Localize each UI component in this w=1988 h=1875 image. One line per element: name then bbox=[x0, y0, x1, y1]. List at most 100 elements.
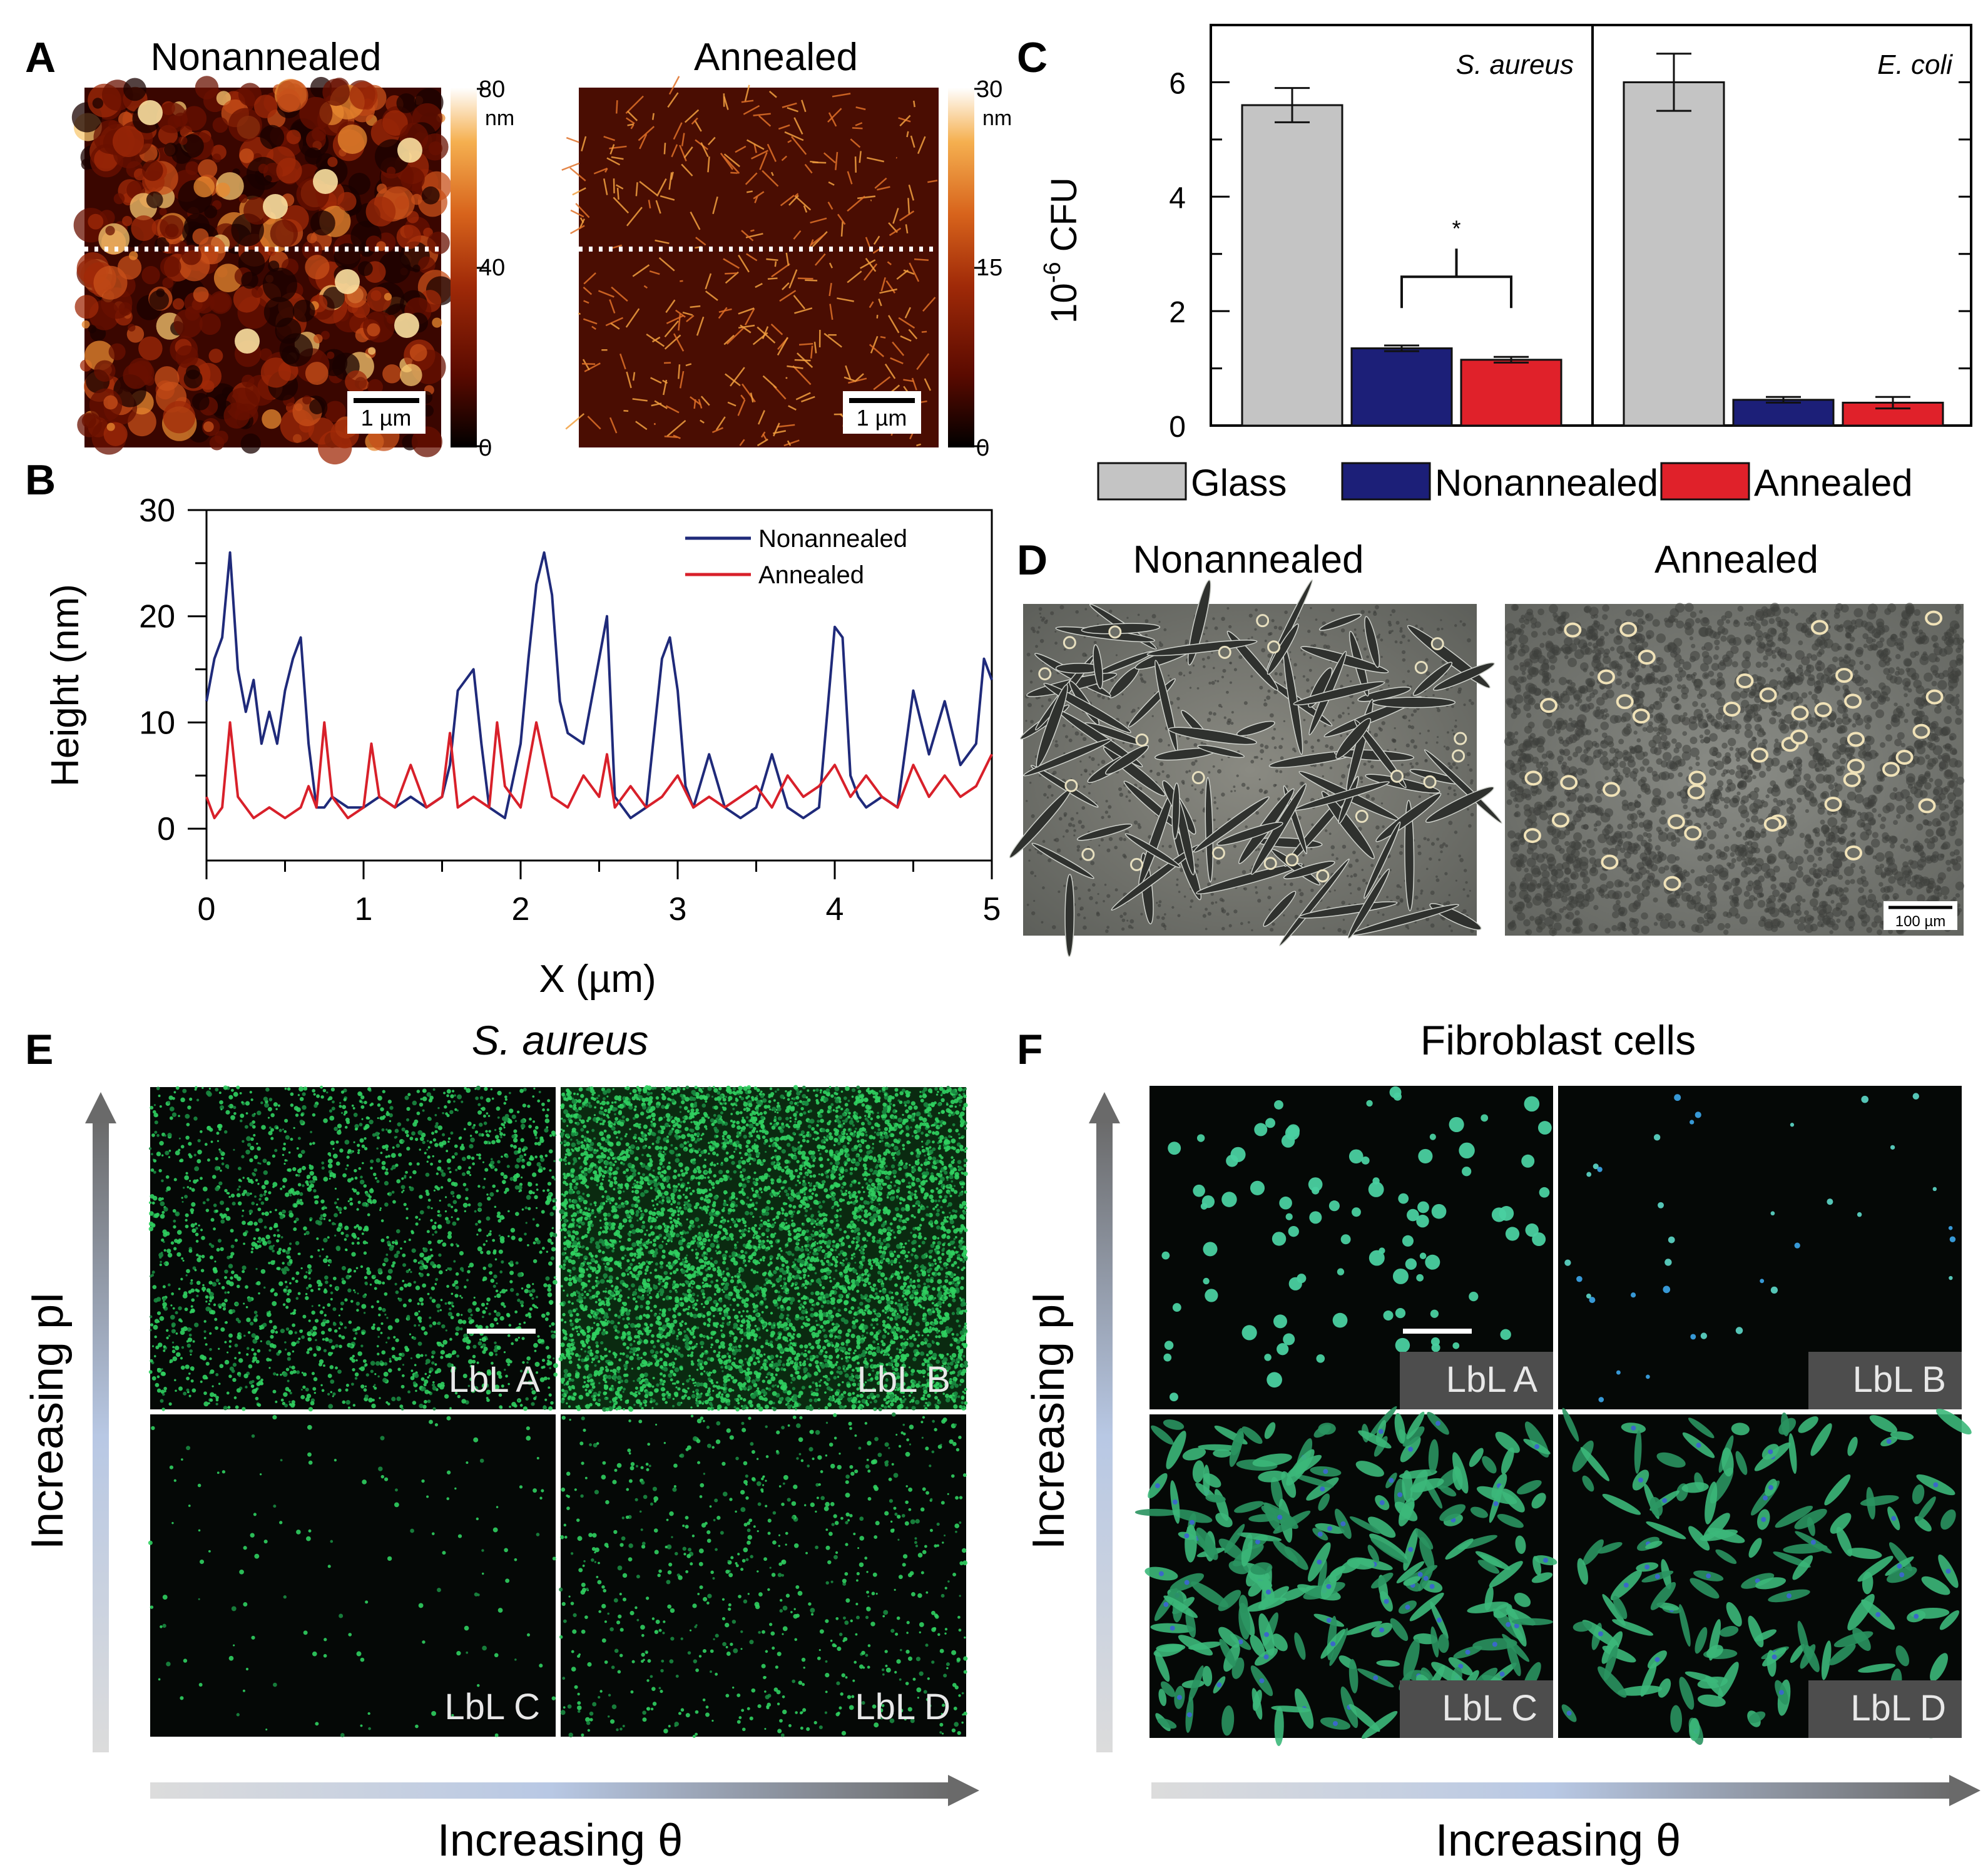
micro-speck bbox=[1269, 759, 1272, 762]
micro-speck bbox=[1844, 643, 1852, 651]
micro-speck bbox=[1786, 797, 1793, 805]
round-cell bbox=[1763, 816, 1782, 832]
micro-speck bbox=[1337, 714, 1342, 719]
micro-speck bbox=[1863, 743, 1872, 752]
micro-speck bbox=[1933, 642, 1939, 648]
micro-speck bbox=[1786, 807, 1794, 814]
micro-speck bbox=[1583, 606, 1590, 613]
micro-speck bbox=[1425, 658, 1429, 662]
micro-speck bbox=[1467, 764, 1470, 766]
micro-speck bbox=[1814, 762, 1824, 772]
round-cell bbox=[1414, 660, 1428, 674]
micro-speck bbox=[1771, 876, 1777, 882]
micro-speck bbox=[1877, 902, 1883, 908]
micro-speck bbox=[1877, 814, 1882, 818]
micro-speck bbox=[1405, 743, 1410, 748]
micro-speck bbox=[1524, 725, 1532, 734]
micro-speck bbox=[1076, 845, 1081, 849]
micro-speck bbox=[1825, 774, 1835, 784]
micro-speck bbox=[1257, 899, 1262, 903]
micro-speck bbox=[1675, 837, 1681, 843]
afm-grain bbox=[281, 345, 300, 365]
panel-d-left-title: Nonannealed bbox=[1133, 538, 1364, 581]
micro-speck bbox=[1418, 795, 1421, 799]
micro-speck bbox=[1703, 884, 1708, 889]
micro-speck bbox=[1123, 855, 1127, 859]
micro-speck bbox=[1618, 738, 1624, 745]
micro-speck bbox=[1510, 842, 1516, 848]
bacterium bbox=[317, 1249, 320, 1252]
micro-speck bbox=[1365, 881, 1369, 885]
micro-speck bbox=[1880, 887, 1887, 893]
micro-speck bbox=[1058, 890, 1061, 893]
bacterium bbox=[263, 1193, 267, 1197]
micro-speck bbox=[1694, 902, 1704, 912]
micro-speck bbox=[1458, 854, 1461, 857]
micro-speck bbox=[1437, 736, 1439, 738]
micro-speck bbox=[1270, 927, 1274, 932]
micro-speck bbox=[1292, 747, 1296, 751]
micro-speck bbox=[1466, 894, 1470, 897]
micro-speck bbox=[1568, 704, 1574, 710]
round-cell bbox=[1523, 828, 1541, 844]
micro-speck bbox=[1072, 725, 1074, 728]
micro-speck bbox=[1436, 627, 1440, 631]
micro-speck bbox=[1083, 785, 1086, 789]
afm-grain bbox=[309, 399, 325, 414]
afm-grain bbox=[305, 129, 326, 150]
micro-speck bbox=[1912, 621, 1917, 626]
micro-speck bbox=[1542, 852, 1549, 859]
micro-speck bbox=[1171, 906, 1175, 909]
micro-speck bbox=[1807, 917, 1812, 922]
micro-speck bbox=[1717, 680, 1723, 687]
afm-grain bbox=[209, 436, 225, 451]
micro-speck bbox=[1041, 705, 1044, 708]
micro-speck bbox=[1675, 673, 1680, 678]
micro-speck bbox=[1900, 844, 1905, 849]
round-cell bbox=[1423, 775, 1437, 789]
micro-speck bbox=[1353, 873, 1357, 877]
chart-c-ytick-label: 2 bbox=[1169, 296, 1186, 329]
micro-speck bbox=[1726, 650, 1734, 659]
micro-speck bbox=[1893, 820, 1899, 825]
round-cell bbox=[1847, 759, 1865, 774]
micro-speck bbox=[1211, 681, 1215, 685]
micro-speck bbox=[1835, 825, 1840, 830]
micro-speck bbox=[1537, 882, 1542, 888]
micro-speck bbox=[1275, 784, 1277, 786]
micro-speck bbox=[1586, 839, 1595, 849]
bacterium bbox=[306, 1351, 310, 1354]
micro-speck bbox=[1595, 795, 1603, 803]
micro-speck bbox=[1041, 921, 1044, 924]
micro-speck bbox=[1355, 859, 1359, 862]
micro-speck bbox=[1032, 629, 1036, 633]
afm-grain bbox=[159, 208, 167, 216]
micro-speck bbox=[1586, 696, 1592, 702]
afm-grain bbox=[264, 175, 272, 183]
bacterium bbox=[290, 1092, 294, 1096]
micro-speck bbox=[1659, 676, 1669, 686]
micro-speck bbox=[1905, 603, 1915, 613]
micro-speck bbox=[1200, 790, 1203, 794]
micro-speck bbox=[1073, 834, 1076, 837]
micro-speck bbox=[1865, 723, 1871, 730]
micro-speck bbox=[1770, 924, 1778, 932]
micro-speck bbox=[1782, 882, 1792, 893]
micro-speck bbox=[1026, 652, 1031, 657]
afm-grain bbox=[305, 362, 329, 386]
round-cell bbox=[1687, 784, 1705, 800]
micro-speck bbox=[1922, 651, 1927, 656]
afm-grain bbox=[198, 159, 218, 179]
afm-grain bbox=[276, 79, 308, 111]
micro-speck bbox=[1728, 638, 1736, 646]
micro-speck bbox=[1595, 820, 1602, 827]
micro-speck bbox=[1453, 789, 1456, 792]
micro-speck bbox=[1871, 921, 1878, 928]
micro-speck bbox=[1758, 919, 1766, 927]
micro-speck bbox=[1408, 719, 1410, 722]
micro-speck bbox=[1669, 762, 1679, 772]
micro-speck bbox=[1566, 797, 1571, 802]
micro-speck bbox=[1723, 881, 1732, 890]
micro-speck bbox=[1619, 830, 1627, 839]
